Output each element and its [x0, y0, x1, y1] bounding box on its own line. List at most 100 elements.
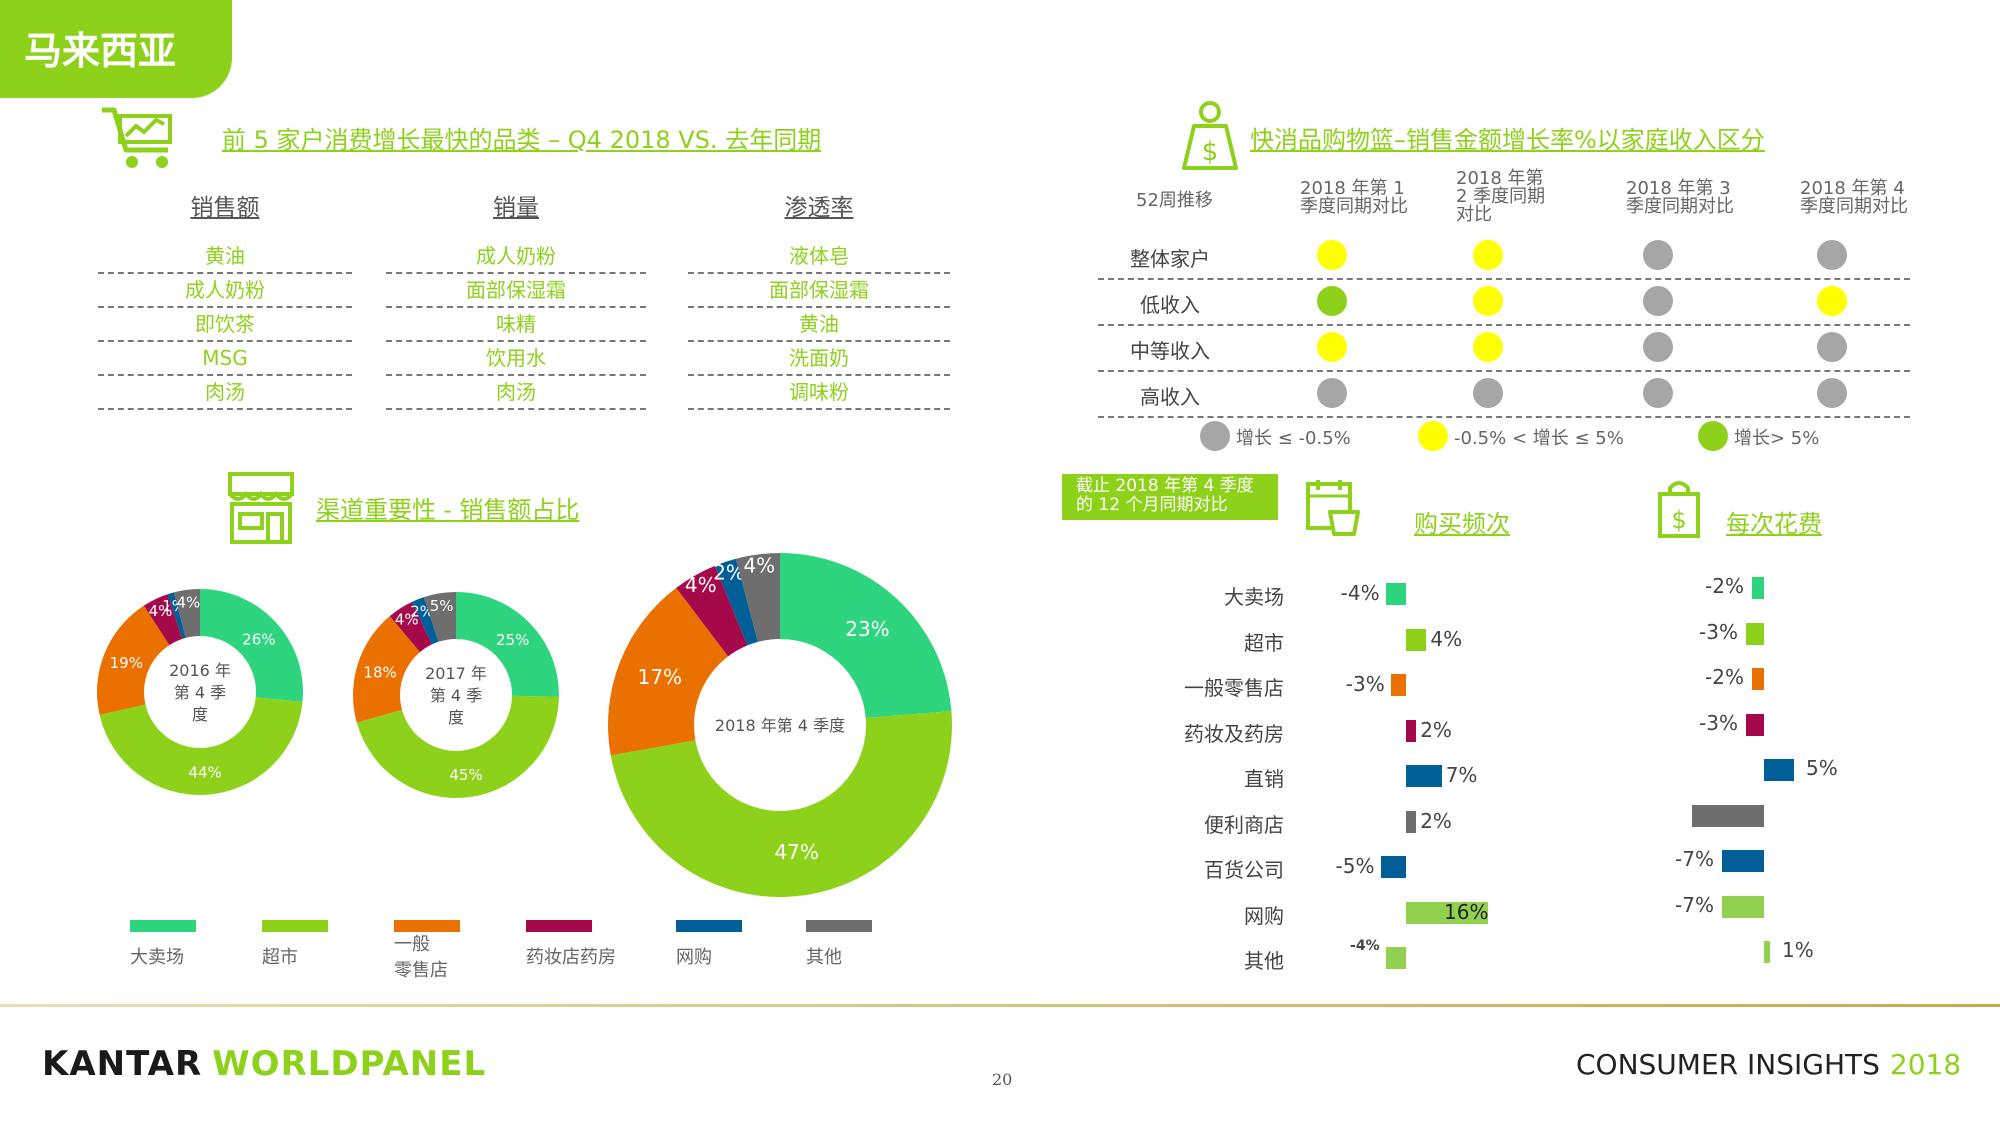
top5-list-item: 味精	[386, 308, 646, 342]
frequency-bar	[1390, 674, 1406, 696]
top5-column-header: 渗透率	[784, 195, 854, 221]
frequency-value-label: 16%	[1444, 899, 1489, 924]
spend-bar	[1752, 577, 1764, 599]
footer-divider	[0, 1004, 2000, 1007]
slice-value-label: 47%	[774, 840, 818, 864]
basket-row-header: 52周推移	[1136, 190, 1213, 211]
row-divider	[1098, 278, 1910, 280]
channel-legend-label: 药妆店药房	[526, 947, 616, 968]
slice-value-label: 26%	[242, 631, 275, 649]
spend-bar	[1746, 713, 1764, 736]
money-bag-icon: $	[1182, 101, 1238, 170]
spend-value-label: -2%	[1705, 574, 1744, 598]
status-dot-gray	[1643, 240, 1673, 270]
channel-title: 渠道重要性 - 销售额占比	[316, 496, 580, 524]
channel-row-label: 药妆及药房	[1184, 721, 1284, 746]
slice-value-label: 17%	[638, 665, 682, 689]
frequency-bar	[1380, 856, 1406, 878]
top5-list-item: 调味粉	[688, 376, 950, 410]
frequency-value-label: -4%	[1350, 938, 1380, 954]
top5-list-item: 液体皂	[688, 240, 950, 274]
donut-center-title: 2016 年第 4 季度	[169, 661, 231, 724]
top5-list-item: 面部保湿霜	[386, 274, 646, 308]
channel-legend-label: 其他	[806, 947, 842, 968]
slice-value-label: 18%	[363, 663, 396, 681]
basket-title: 快消品购物篮–销售金额增长率%以家庭收入区分	[1250, 126, 1765, 154]
frequency-bar	[1406, 719, 1417, 742]
svg-text:$: $	[1671, 506, 1686, 534]
spend-value-label: -2%	[1705, 665, 1744, 689]
country-tab: 马来西亚	[0, 0, 232, 98]
status-dot-yellow	[1317, 240, 1347, 270]
status-dot-gray	[1643, 286, 1673, 316]
status-dot-yellow	[1473, 332, 1503, 362]
slice-value-label: 4%	[176, 594, 200, 612]
donut-slice	[352, 616, 421, 723]
top5-list-item: 面部保湿霜	[688, 274, 950, 308]
top5-list-item: 饮用水	[386, 342, 646, 376]
store-icon	[228, 472, 294, 544]
spend-bar	[1764, 941, 1770, 963]
top5-list-item: 即饮茶	[98, 308, 352, 342]
spend-value-label: -3%	[1699, 619, 1738, 644]
legend-swatch	[676, 920, 742, 932]
donut-center-title: 2017 年第 4 季度	[425, 664, 487, 727]
channel-row-label: 百货公司	[1204, 858, 1284, 882]
channel-row-label: 其他	[1244, 949, 1284, 973]
spend-value-label: -7%	[1675, 847, 1714, 871]
donut-slice	[356, 695, 559, 799]
calendar-basket-icon	[1306, 480, 1360, 536]
basket-legend-label: -0.5% < 增长 ≤ 5%	[1454, 428, 1624, 449]
spend-bar	[1746, 622, 1764, 645]
frequency-bar	[1385, 583, 1406, 605]
basket-quarter-header: 2018 年第 1 季度同期对比	[1300, 178, 1408, 217]
donut-slice	[676, 565, 748, 657]
donut-slice	[99, 697, 303, 795]
status-dot-green	[1317, 286, 1347, 316]
donut-center-title: 2018 年第 4 季度	[715, 716, 845, 735]
status-dot-yellow	[1473, 240, 1503, 270]
legend-swatch	[262, 920, 328, 932]
basket-quarter-header: 2018 年第 3 季度同期对比	[1626, 178, 1734, 217]
legend-dot-yellow	[1418, 421, 1448, 451]
slice-value-label: 25%	[496, 631, 529, 649]
slice-value-label: 4%	[743, 553, 775, 577]
donut-chart: 23%47%17%4%2%4%2018 年第 4 季度	[607, 553, 952, 898]
status-dot-gray	[1643, 332, 1673, 362]
slice-value-label: 5%	[430, 597, 454, 615]
channel-row-label: 便利商店	[1204, 812, 1284, 837]
status-dot-yellow	[1817, 286, 1847, 316]
donut-slice	[610, 711, 952, 898]
spend-value-label: -7%	[1675, 892, 1714, 917]
top5-list-item: 成人奶粉	[98, 274, 352, 308]
donut-slice	[97, 605, 170, 715]
basket-row-label: 低收入	[1140, 293, 1200, 317]
basket-row-label: 中等收入	[1130, 339, 1210, 363]
spend-bar	[1722, 850, 1764, 872]
slice-value-label: 23%	[845, 617, 889, 641]
status-dot-gray	[1317, 378, 1347, 408]
channel-legend-label: 超市	[262, 947, 298, 968]
channel-legend-label: 网购	[676, 947, 712, 968]
legend-dot-gray	[1200, 421, 1230, 451]
frequency-value-label: 4%	[1430, 626, 1463, 651]
status-dot-yellow	[1473, 286, 1503, 316]
spend-bar	[1692, 804, 1764, 827]
donut-slice	[143, 594, 183, 646]
donut-slice	[780, 553, 952, 719]
row-divider	[1098, 370, 1910, 372]
consumer-insights-label: CONSUMER INSIGHTS 2018	[1576, 1048, 1962, 1081]
top5-list-item: 成人奶粉	[386, 240, 646, 274]
donut-slice	[173, 589, 200, 638]
top5-title: 前 5 家户消费增长最快的品类 – Q4 2018 VS. 去年同期	[222, 126, 822, 154]
status-dot-gray	[1817, 240, 1847, 270]
frequency-bar	[1385, 947, 1406, 969]
top5-list-item: MSG	[98, 342, 352, 376]
period-badge: 截止 2018 年第 4 季度 的 12 个月同期对比	[1062, 474, 1278, 520]
slice-value-label: 4%	[685, 573, 717, 597]
legend-dot-green	[1698, 421, 1728, 451]
svg-text:$: $	[1202, 137, 1219, 167]
legend-swatch	[806, 920, 872, 932]
top5-column-header: 销量	[493, 195, 539, 221]
basket-row-label: 整体家户	[1130, 247, 1210, 271]
